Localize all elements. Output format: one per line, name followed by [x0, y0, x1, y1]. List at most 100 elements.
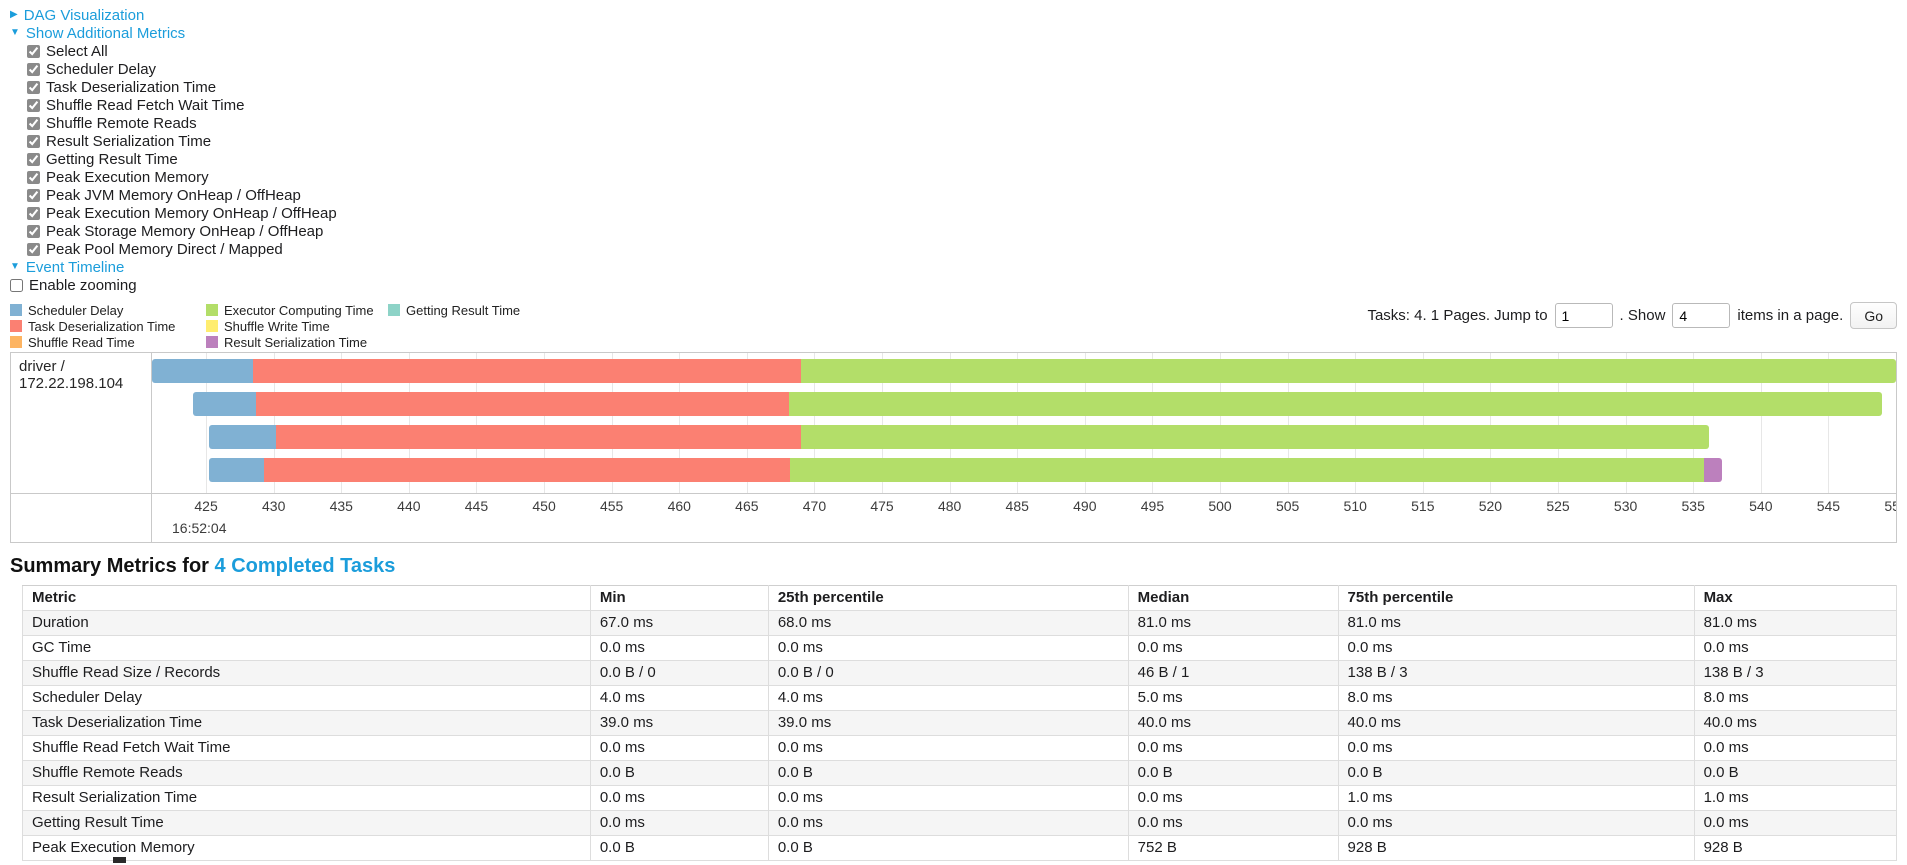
table-cell: 5.0 ms — [1127, 685, 1339, 711]
show-additional-metrics-toggle[interactable]: ▼ Show Additional Metrics — [10, 24, 1897, 42]
metric-checkbox[interactable] — [27, 242, 40, 256]
table-cell: 46 B / 1 — [1127, 660, 1339, 686]
summary-metrics-heading: Summary Metrics for 4 Completed Tasks — [10, 555, 1897, 578]
axis-tick-label: 450 — [532, 498, 556, 514]
grid-line — [1017, 353, 1019, 493]
metric-checkbox[interactable] — [27, 170, 40, 184]
metric-checkbox[interactable] — [27, 134, 40, 148]
table-cell: 0.0 ms — [767, 810, 1129, 836]
go-button[interactable]: Go — [1850, 302, 1897, 329]
metric-checkbox-row: Shuffle Read Fetch Wait Time — [27, 96, 1897, 114]
table-cell: 0.0 ms — [589, 785, 769, 811]
table-header-cell: Max — [1693, 585, 1898, 611]
completed-tasks-link[interactable]: 4 Completed Tasks — [214, 555, 396, 577]
metric-checkbox[interactable] — [27, 206, 40, 220]
metric-checkbox-row: Peak Storage Memory OnHeap / OffHeap — [27, 222, 1897, 240]
metric-checkbox[interactable] — [27, 152, 40, 166]
metric-checkbox[interactable] — [27, 80, 40, 94]
table-cell: 0.0 ms — [1127, 785, 1339, 811]
table-header-cell: Median — [1127, 585, 1339, 611]
table-cell: 0.0 ms — [589, 635, 769, 661]
axis-tick-label: 460 — [667, 498, 691, 514]
task-bar[interactable] — [152, 458, 1896, 482]
table-row: Scheduler Delay 4.0 ms 4.0 ms 5.0 ms 8.0 ms 8… — [22, 685, 1898, 711]
metric-checkbox-label: Select All — [46, 42, 108, 60]
legend-label: Scheduler Delay — [28, 302, 124, 318]
table-cell: 0.0 B — [589, 760, 769, 786]
grid-line — [1558, 353, 1559, 493]
enable-zooming-checkbox[interactable] — [10, 278, 23, 292]
axis-tick-label: 470 — [802, 498, 827, 514]
metric-checkbox-row: Select All — [27, 42, 1897, 60]
task-segment — [800, 425, 1710, 449]
table-row: Duration 67.0 ms 68.0 ms 81.0 ms 81.0 ms 81.0… — [22, 610, 1898, 636]
metric-checkbox-label: Result Serialization Time — [46, 132, 212, 150]
metric-checkbox[interactable] — [27, 62, 40, 76]
timeline-legend: Scheduler Delay Task Deserialization Time… — [10, 302, 520, 350]
summary-heading-text: Summary Metrics for — [10, 555, 209, 577]
axis-tick-label: 520 — [1478, 498, 1503, 514]
table-cell: 1.0 ms — [1337, 785, 1695, 811]
axis-tick-label: 445 — [464, 498, 489, 514]
grid-line — [1490, 353, 1492, 493]
table-cell: Shuffle Remote Reads — [22, 760, 591, 786]
legend-item: Getting Result Time — [388, 302, 520, 318]
table-header-row: Metric Min 25th percentile Median 75th perce… — [22, 585, 1898, 611]
timeline-axis: 16:52:04 425 430 435 440 445 450 455 460 465 470 4… — [152, 493, 1896, 542]
task-bar[interactable] — [152, 392, 1896, 416]
task-bar[interactable] — [152, 359, 1896, 383]
table-cell: 0.0 ms — [1693, 635, 1898, 661]
pagination-lead-text: Tasks: 4. 1 Pages. Jump to — [1367, 307, 1548, 324]
items-per-page-input[interactable] — [1672, 303, 1731, 328]
table-cell: 0.0 ms — [1337, 810, 1695, 836]
expanded-arrow-icon: ▼ — [10, 261, 20, 272]
table-cell: Duration — [22, 610, 591, 636]
axis-tick-label: 530 — [1613, 498, 1638, 514]
table-cell: 138 B / 3 — [1693, 660, 1898, 686]
task-bar[interactable] — [152, 425, 1896, 449]
axis-tick-label: 550 — [1884, 498, 1896, 514]
legend-swatch — [206, 320, 218, 332]
table-cell: 67.0 ms — [589, 610, 769, 636]
timeline-group-label: driver / 172.22.198.104 — [11, 353, 152, 493]
legend-item: Shuffle Write Time — [206, 318, 388, 334]
metric-checkbox[interactable] — [27, 44, 40, 58]
axis-tick-label: 430 — [261, 498, 286, 514]
axis-tick-label: 540 — [1749, 498, 1773, 514]
table-cell: 928 B — [1337, 835, 1695, 861]
table-cell: 0.0 B — [1127, 760, 1339, 786]
task-segment — [253, 359, 801, 383]
task-segment — [276, 425, 801, 449]
metric-checkbox[interactable] — [27, 98, 40, 112]
metric-checkbox-label: Peak Storage Memory OnHeap / OffHeap — [46, 222, 324, 240]
axis-tick-label: 535 — [1681, 498, 1705, 514]
axis-tick-label: 495 — [1140, 498, 1165, 514]
table-cell: 40.0 ms — [1127, 710, 1339, 736]
event-timeline-toggle[interactable]: ▼ Event Timeline — [10, 258, 1897, 276]
metric-checkbox-row: Peak JVM Memory OnHeap / OffHeap — [27, 186, 1897, 204]
axis-tick-label: 500 — [1208, 498, 1232, 514]
table-cell: 0.0 B — [767, 760, 1129, 786]
task-segment — [800, 359, 1896, 383]
table-cell: 0.0 ms — [1127, 735, 1339, 761]
table-cell: Shuffle Read Size / Records — [22, 660, 591, 686]
table-cell: 81.0 ms — [1693, 610, 1898, 636]
axis-tick-label: 490 — [1073, 498, 1097, 514]
metric-checkbox[interactable] — [27, 224, 40, 238]
legend-swatch — [206, 336, 218, 348]
dag-visualization-toggle[interactable]: ▶ DAG Visualization — [10, 6, 1897, 24]
summary-metrics-table: Metric Min 25th percentile Median 75th perce… — [22, 585, 1898, 861]
legend-swatch — [10, 336, 22, 348]
legend-label: Getting Result Time — [406, 302, 521, 318]
metric-checkbox[interactable] — [27, 116, 40, 130]
legend-swatch — [10, 320, 22, 332]
table-cell: 0.0 ms — [767, 735, 1129, 761]
metric-checkbox[interactable] — [27, 188, 40, 202]
jump-to-page-input[interactable] — [1554, 303, 1613, 328]
grid-line — [1287, 353, 1289, 493]
metric-checkbox-label: Getting Result Time — [46, 150, 178, 168]
axis-tick-label: 425 — [194, 498, 218, 514]
grid-line — [1422, 353, 1424, 493]
table-cell: Peak Execution Memory — [22, 835, 591, 861]
